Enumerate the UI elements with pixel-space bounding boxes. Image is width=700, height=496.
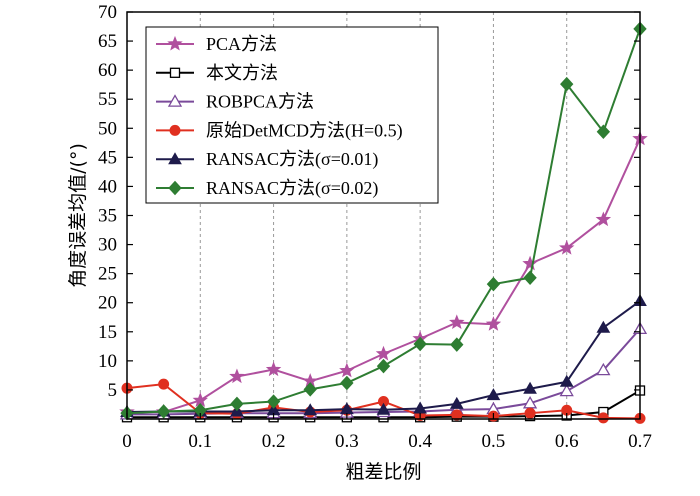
legend-label: 本文方法 [206,63,278,83]
data-point [156,404,171,419]
legend-item: RANSAC方法(σ=0.02) [156,178,378,199]
x-tick-label: 0.6 [555,431,579,452]
legend-marker [167,35,183,51]
data-point [451,409,463,421]
y-tick-label: 25 [98,264,117,285]
legend-marker [168,180,182,196]
legend-label: RANSAC方法(σ=0.01) [206,149,378,170]
data-point [596,362,611,376]
data-point [560,76,574,92]
legend-item: 本文方法 [156,63,278,83]
legend-label: ROBPCA方法 [206,92,314,112]
data-point [340,375,354,391]
legend-box [145,26,439,204]
x-tick-label: 0.7 [628,431,652,452]
y-tick-label: 35 [98,206,117,227]
data-point [303,403,318,416]
data-point [158,378,170,390]
data-point [265,361,282,377]
legend-marker [167,94,183,107]
y-tick-label: 60 [98,60,117,81]
data-point [376,358,391,374]
data-point [486,388,501,401]
legend-label: PCA方法 [206,34,277,54]
legend-label: RANSAC方法(σ=0.02) [206,178,378,199]
y-axis-label: 角度误差均值/(°) [67,143,89,288]
data-point [597,412,609,424]
data-point [375,345,392,361]
data-point [449,396,464,409]
y-tick-label: 50 [98,118,117,139]
data-point [485,316,502,331]
legend-item: 原始DetMCD方法(H=0.5) [156,120,403,141]
y-tick-label: 65 [98,31,117,52]
data-point [486,276,501,292]
x-tick-label: 0.2 [262,431,286,452]
x-tick-label: 0.3 [335,431,359,452]
y-tick-label: 5 [108,380,118,401]
legend-item: ROBPCA方法 [156,92,314,112]
legend-item: RANSAC方法(σ=0.01) [156,149,378,170]
x-tick-label: 0.5 [482,431,506,452]
data-point [596,320,611,333]
legend-label: 原始DetMCD方法(H=0.5) [206,120,403,141]
y-tick-label: 20 [98,293,117,314]
data-point [413,336,427,352]
data-point [303,382,317,397]
legend-item: PCA方法 [156,34,277,54]
legend-marker [168,152,182,165]
data-point [595,211,612,227]
y-tick-label: 70 [98,2,117,23]
y-tick-label: 55 [98,89,117,110]
legend-marker [169,67,181,78]
data-point [376,402,391,415]
y-tick-label: 10 [98,351,117,372]
x-axis-label: 粗差比例 [345,461,421,483]
data-point [229,368,245,384]
data-point [596,124,611,140]
data-point [523,381,537,394]
y-tick-label: 30 [98,235,117,256]
data-point [450,337,464,352]
x-tick-label: 0.4 [408,431,432,452]
data-point [524,407,536,419]
data-point [559,374,574,387]
data-point [523,270,537,285]
data-point [230,396,244,412]
data-point [339,362,355,378]
y-tick-label: 45 [98,147,117,168]
data-point [559,239,575,255]
data-point [449,314,465,330]
data-point [559,383,574,397]
x-tick-label: 0 [122,431,132,452]
legend-marker [169,124,181,136]
y-tick-label: 40 [98,176,117,197]
y-tick-label: 15 [98,322,117,343]
data-point [522,255,538,271]
x-tick-label: 0.1 [188,431,212,452]
axis-ticks: 0 0.1 0.2 0.3 0.4 0.5 0.6 0.7 5 10 15 20 25 30 35 40 45 5… [98,2,652,452]
data-point [266,394,281,409]
